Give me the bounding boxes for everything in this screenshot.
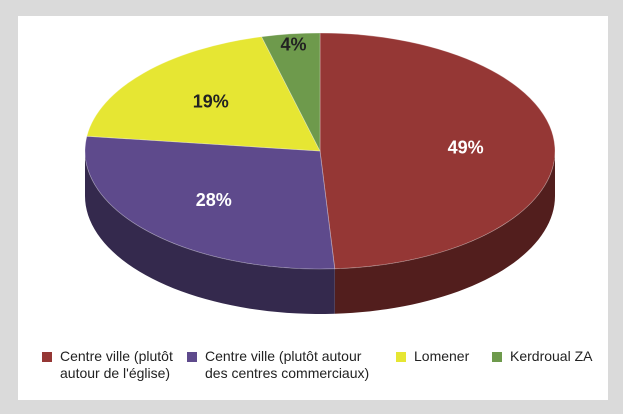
legend-label: Lomener	[414, 348, 470, 364]
slice-side	[334, 151, 555, 314]
data-label: 28%	[196, 190, 232, 210]
slice	[84, 135, 336, 270]
data-label: 4%	[280, 34, 306, 54]
legend-swatch	[187, 352, 197, 362]
data-label: 49%	[448, 137, 484, 157]
slice	[260, 32, 321, 152]
legend-swatch	[492, 352, 502, 362]
chart: 49% 28% 19% 4%	[84, 32, 556, 314]
legend-label: Centre ville (plutôt autour de l'église)	[60, 348, 173, 381]
data-label: 19%	[193, 91, 229, 111]
slice-side	[85, 151, 335, 314]
legend-label: Kerdroual ZA	[510, 348, 593, 364]
legend-swatch	[42, 352, 52, 362]
chart-panel: 49% 28% 19% 4% Centre ville (plutôt autour …	[18, 16, 608, 400]
legend-swatch	[396, 352, 406, 362]
slice	[86, 36, 321, 152]
legend-label: Centre ville (plutôt autour des centres …	[205, 348, 370, 381]
slice	[319, 32, 556, 270]
